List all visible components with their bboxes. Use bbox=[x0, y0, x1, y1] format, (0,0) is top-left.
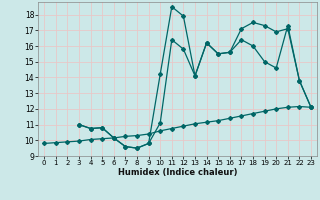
X-axis label: Humidex (Indice chaleur): Humidex (Indice chaleur) bbox=[118, 168, 237, 177]
